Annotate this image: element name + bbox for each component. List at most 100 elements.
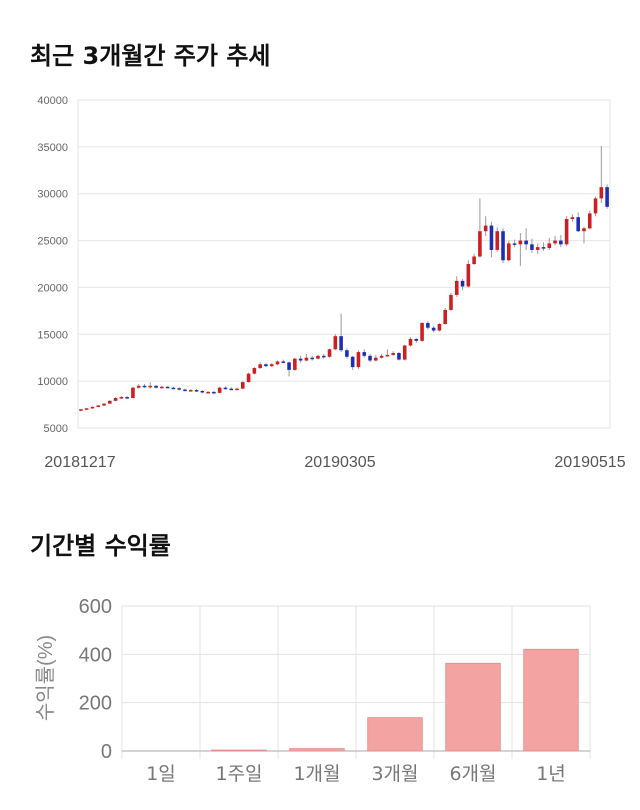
- candle-down: [142, 385, 147, 388]
- candle-down: [287, 362, 291, 370]
- candle-down: [431, 327, 436, 331]
- candle-down: [541, 247, 546, 249]
- candle-down: [183, 389, 187, 392]
- candle-y-tick-label: 10000: [37, 376, 68, 388]
- candle-up: [449, 294, 453, 310]
- candle-up: [269, 364, 274, 367]
- candle-up: [582, 228, 586, 232]
- bar-y-tick-label: 600: [79, 596, 112, 618]
- candle-up: [570, 217, 575, 220]
- candle-down: [559, 240, 563, 245]
- candle-down: [194, 390, 199, 392]
- bar-grid: [121, 605, 591, 759]
- candle-up: [478, 231, 482, 257]
- candle-up: [553, 240, 557, 244]
- candle-up: [90, 406, 95, 409]
- bar-y-tick-label: 400: [79, 644, 112, 666]
- candle-up: [385, 354, 390, 357]
- candle-down: [154, 385, 158, 388]
- return-bar: [289, 748, 345, 752]
- candle-down: [165, 386, 170, 389]
- candle-up: [304, 357, 309, 361]
- candle-up: [148, 385, 153, 388]
- bar-x-tick-label: 3개월: [371, 763, 418, 785]
- candle-up: [333, 336, 338, 350]
- candle-down: [310, 357, 314, 360]
- bar-x-tick-label: 1년: [536, 763, 566, 785]
- candle-down: [368, 355, 372, 361]
- candle-down: [229, 388, 234, 391]
- price-trend-title: 최근 3개월간 주가 추세: [30, 42, 271, 70]
- candle-up: [96, 405, 101, 408]
- candle-up: [472, 256, 476, 264]
- candle-up: [108, 400, 112, 404]
- candle-down: [264, 364, 268, 367]
- candle-x-tick-label: 20190305: [304, 454, 375, 471]
- period-returns-title: 기간별 수익률: [30, 532, 171, 560]
- candle-down: [339, 336, 343, 351]
- candle-up: [379, 355, 384, 358]
- candle-down: [414, 338, 419, 341]
- candle-up: [495, 231, 500, 250]
- candle-x-tick-label: 20181217: [44, 454, 115, 471]
- candle-up: [374, 357, 378, 361]
- candle-down: [200, 390, 205, 393]
- candle-down: [177, 388, 181, 390]
- bar-x-ticks: 1일 1주일 1개월 3개월 6개월 1년: [146, 763, 566, 785]
- return-bar: [445, 662, 501, 752]
- candle-up: [235, 388, 239, 391]
- candle-y-tick-label: 30000: [37, 189, 68, 201]
- candle-down: [212, 391, 216, 394]
- candle-down: [426, 323, 430, 328]
- candle-down: [576, 217, 580, 232]
- candlestick-chart: 500010000150002000025000300003500040000 …: [37, 95, 625, 471]
- bar-y-tick-label: 200: [79, 693, 112, 715]
- candle-up: [275, 361, 280, 365]
- bar-marks: [211, 648, 579, 752]
- candle-up: [246, 373, 251, 383]
- candle-up: [316, 355, 320, 359]
- candle-up: [564, 219, 569, 245]
- candle-y-tick-label: 20000: [37, 282, 68, 294]
- candle-up: [217, 387, 222, 393]
- candle-up: [466, 264, 471, 287]
- candle-up: [518, 240, 523, 245]
- candle-up: [535, 247, 540, 250]
- candle-up: [599, 187, 604, 199]
- candle-x-tick-label: 20190515: [554, 454, 625, 471]
- candle-down: [223, 387, 228, 390]
- candle-up: [587, 213, 592, 229]
- candle-down: [298, 358, 303, 361]
- candle-down: [321, 355, 326, 358]
- candle-up: [327, 349, 332, 357]
- candle-up: [408, 338, 413, 346]
- candle-up: [547, 243, 552, 249]
- bar-x-tick-label: 1주일: [215, 763, 262, 785]
- candle-marks: [79, 145, 609, 412]
- candle-up: [113, 398, 118, 401]
- candle-down: [489, 225, 494, 250]
- candle-up: [356, 352, 361, 368]
- candle-down: [501, 231, 505, 261]
- candle-down: [605, 187, 609, 207]
- candle-down: [530, 244, 534, 250]
- candle-up: [593, 198, 598, 214]
- candle-up: [391, 353, 395, 355]
- candle-up: [258, 364, 262, 369]
- candle-up: [136, 385, 141, 388]
- bar-x-tick-label: 1개월: [293, 763, 340, 785]
- bar-y-axis-label: 수익률(%): [34, 635, 57, 721]
- candle-down: [362, 352, 367, 356]
- bar-x-tick-label: 1일: [146, 763, 176, 785]
- return-bar: [523, 648, 579, 752]
- candle-down: [512, 243, 517, 245]
- candle-up: [483, 225, 488, 232]
- candle-down: [125, 397, 129, 399]
- candle-up: [507, 243, 511, 261]
- candle-down: [460, 280, 465, 287]
- candle-down: [281, 361, 286, 363]
- candle-up: [160, 386, 164, 389]
- candle-down: [350, 356, 355, 368]
- candle-y-tick-label: 35000: [37, 142, 68, 154]
- candle-grid: [77, 99, 611, 429]
